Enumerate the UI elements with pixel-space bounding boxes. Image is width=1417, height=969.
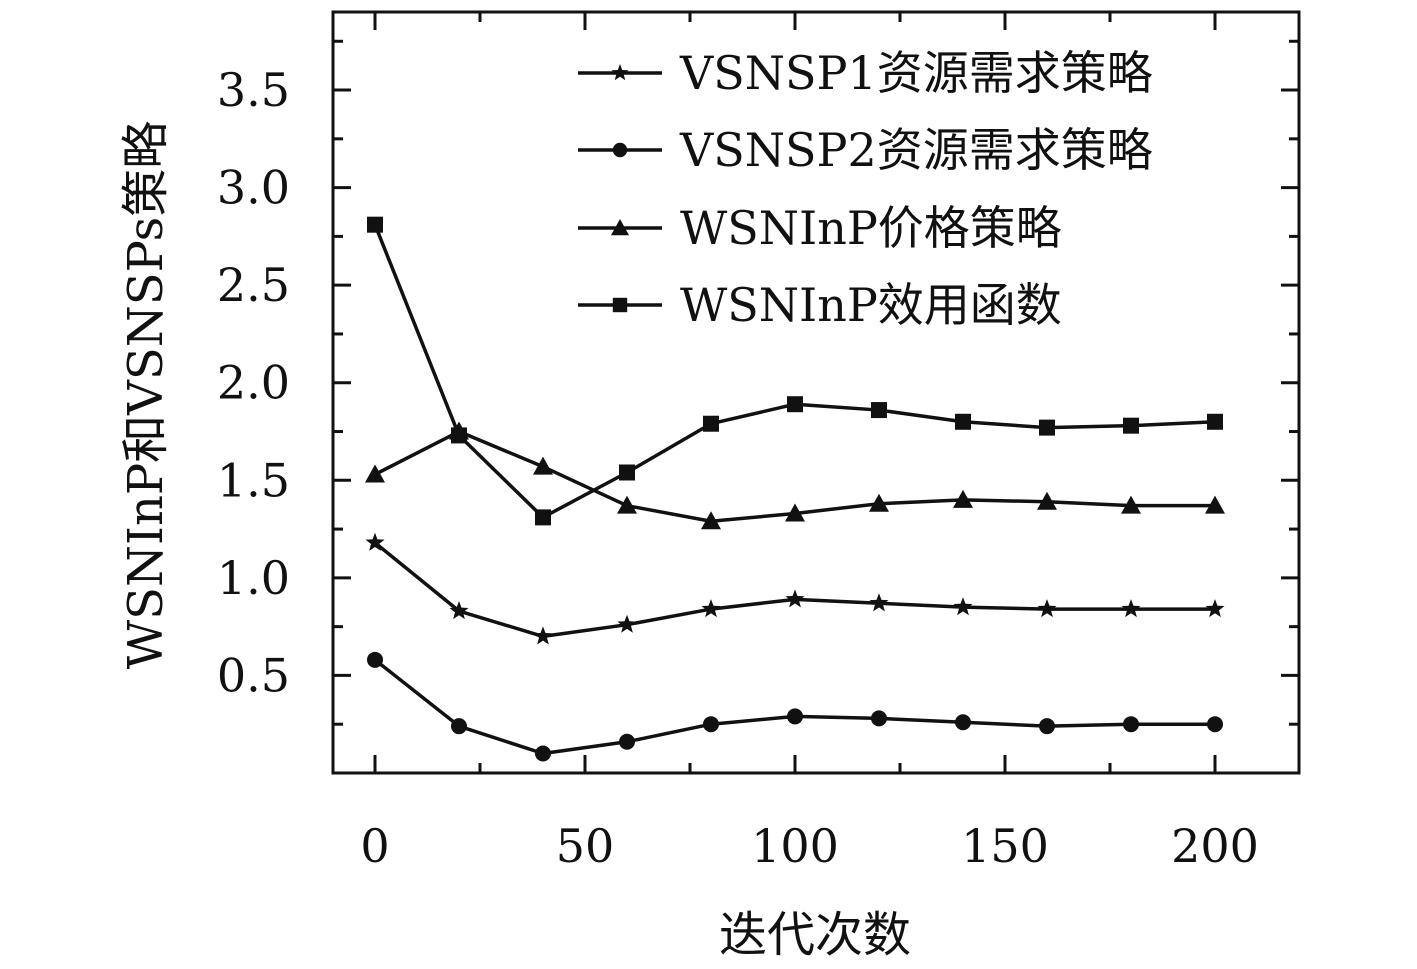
triangle-marker	[953, 489, 973, 508]
star-marker	[617, 614, 637, 633]
legend-star-marker	[611, 64, 629, 81]
legend-label: WSNInP价格策略	[680, 201, 1062, 255]
series-3	[365, 421, 1225, 530]
legend-label: WSNInP效用函数	[680, 278, 1062, 332]
triangle-marker	[533, 456, 553, 475]
y-tick-label: 3.0	[217, 161, 290, 215]
x-tick-label: 50	[556, 819, 615, 873]
x-tick-label: 150	[961, 819, 1049, 873]
legend-item: WSNInP效用函数	[578, 278, 1062, 332]
square-marker	[871, 402, 887, 419]
legend-triangle-marker	[611, 219, 629, 236]
star-marker	[365, 532, 385, 551]
star-marker	[449, 601, 469, 620]
legend-square-marker	[612, 297, 628, 313]
circle-marker	[871, 710, 887, 727]
square-marker	[451, 427, 467, 444]
circle-marker	[955, 714, 971, 731]
legend-label: VSNSP1资源需求策略	[679, 46, 1153, 100]
star-marker	[785, 589, 805, 608]
x-tick-label: 100	[751, 819, 839, 873]
series-line	[373, 658, 1215, 756]
triangle-marker	[365, 464, 385, 483]
square-marker	[955, 413, 971, 430]
y-tick-label: 1.0	[217, 551, 290, 605]
plot-frame	[331, 10, 1301, 775]
square-marker	[1207, 413, 1223, 430]
square-marker	[1039, 419, 1055, 436]
y-tick-label: 3.5	[217, 63, 290, 117]
square-marker	[787, 396, 803, 413]
circle-marker	[367, 651, 383, 668]
star-marker	[533, 626, 553, 645]
triangle-marker	[1037, 491, 1057, 510]
legend-item: VSNSP1资源需求策略	[578, 46, 1153, 100]
axis-ticks: 0 50 100 150 200 0.5 1.0 1.5 2.0 2.5 3.0 3.5	[217, 12, 1299, 873]
circle-marker	[1207, 716, 1223, 733]
series-line	[373, 224, 1216, 520]
star-marker	[1205, 599, 1225, 618]
circle-marker	[1039, 718, 1055, 735]
star-marker	[1121, 599, 1141, 618]
series-2	[367, 651, 1223, 762]
y-tick-label: 0.5	[217, 648, 290, 702]
circle-marker	[535, 745, 551, 762]
legend-circle-marker	[612, 142, 628, 158]
star-marker	[869, 593, 889, 612]
triangle-marker	[785, 503, 805, 522]
x-tick-label: 200	[1171, 819, 1259, 873]
x-axis-title: 迭代次数	[719, 907, 911, 963]
x-tick-label: 0	[360, 819, 389, 873]
series-4	[367, 216, 1223, 526]
circle-marker	[703, 716, 719, 733]
circle-marker	[619, 733, 635, 750]
star-marker	[701, 599, 721, 618]
triangle-marker	[869, 493, 889, 512]
circle-marker	[787, 708, 803, 725]
legend: VSNSP1资源需求策略 VSNSP2资源需求策略 WSNInP价格策略 WSNInP…	[578, 46, 1153, 332]
triangle-marker	[1121, 495, 1141, 514]
square-marker	[703, 415, 719, 432]
star-marker	[1037, 599, 1057, 618]
legend-item: VSNSP2资源需求策略	[578, 123, 1153, 177]
circle-marker	[451, 718, 467, 735]
plot-border	[331, 10, 1301, 775]
square-marker	[367, 216, 383, 233]
legend-label: VSNSP2资源需求策略	[679, 123, 1153, 177]
y-tick-label: 1.5	[217, 453, 290, 507]
triangle-marker	[701, 511, 721, 530]
series-1	[365, 532, 1225, 645]
y-tick-label: 2.5	[217, 258, 290, 312]
square-marker	[619, 464, 635, 481]
star-marker	[953, 597, 973, 616]
y-tick-label: 2.0	[217, 356, 290, 410]
y-axis-title: WSNInP和VSNSPs策略	[118, 121, 174, 669]
triangle-marker	[1205, 495, 1225, 514]
square-marker	[535, 509, 551, 526]
triangle-marker	[617, 495, 637, 514]
circle-marker	[1123, 716, 1139, 733]
square-marker	[1123, 417, 1139, 434]
legend-item: WSNInP价格策略	[578, 201, 1062, 255]
series-group	[365, 216, 1225, 762]
